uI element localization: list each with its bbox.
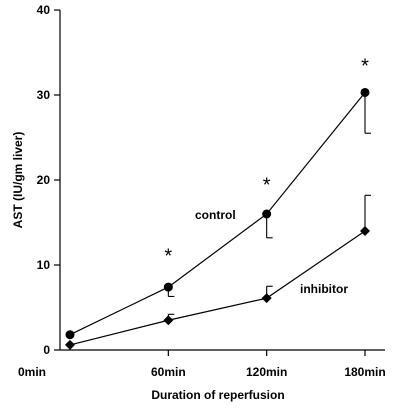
y-axis-title: AST (IU/gm liver): [11, 132, 25, 229]
data-point-control: [163, 282, 173, 292]
x-tick-label: 0min: [18, 365, 46, 379]
data-point-control: [65, 330, 75, 340]
significance-marker: *: [361, 56, 369, 78]
data-point-control: [262, 209, 272, 219]
series-line-control: [69, 92, 366, 336]
significance-marker: *: [164, 245, 172, 267]
y-tick-label: 40: [37, 3, 51, 17]
axes: 0 10 20 30 40 0min 60min 120min 180min Duration o…: [11, 3, 386, 402]
data-point-inhibitor: [360, 226, 370, 236]
y-tick-label: 0: [43, 343, 50, 357]
significance-marker: *: [263, 175, 271, 197]
x-tick-label: 180min: [344, 365, 385, 379]
x-tick-label: 120min: [246, 365, 287, 379]
data-point-inhibitor: [261, 293, 272, 304]
y-tick-label: 20: [37, 173, 51, 187]
series-layer: [65, 87, 371, 350]
data-point-inhibitor: [163, 315, 174, 326]
data-point-control: [360, 87, 370, 97]
data-point-inhibitor: [65, 339, 75, 350]
x-tick-label: 60min: [151, 365, 186, 379]
series-label-control: control: [195, 208, 236, 222]
series-line-inhibitor: [69, 230, 366, 346]
series-label-inhibitor: inhibitor: [300, 282, 348, 296]
labels-layer: control inhibitor * * *: [164, 56, 369, 296]
y-tick-label: 30: [37, 88, 51, 102]
y-tick-label: 10: [37, 258, 51, 272]
x-axis-title: Duration of reperfusion: [151, 388, 284, 402]
